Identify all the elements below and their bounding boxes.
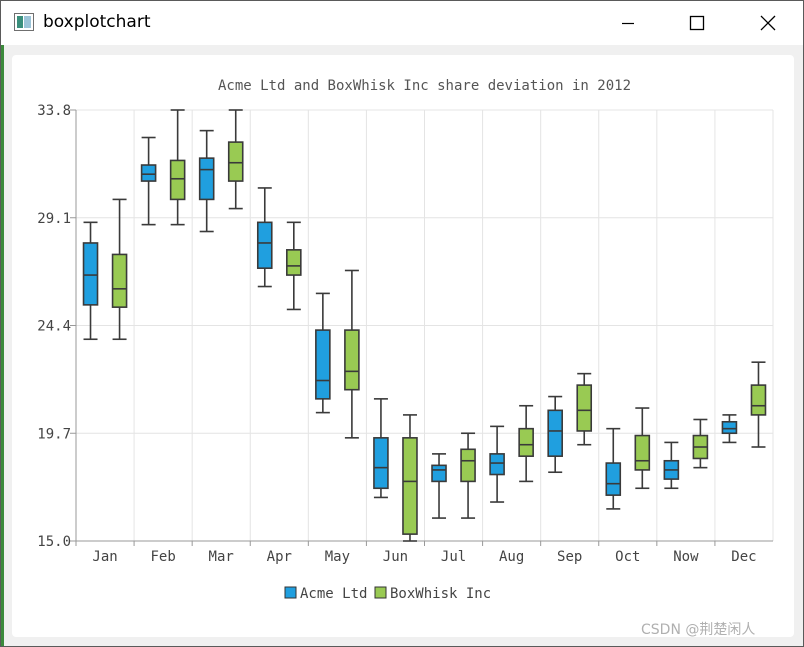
box-iqr (634, 434, 651, 471)
y-tick-label: 33.8 (37, 103, 71, 119)
box-iqr (721, 420, 738, 435)
box-iqr (169, 159, 186, 201)
window-title: boxplotchart (43, 12, 151, 32)
chart-app-icon (14, 13, 34, 31)
y-tick-label: 19.7 (37, 426, 71, 442)
box-iqr (605, 462, 622, 496)
legend-swatch (374, 586, 387, 599)
legend-label: BoxWhisk Inc (390, 586, 491, 602)
maximize-button[interactable] (674, 1, 720, 45)
y-tick-label: 24.4 (37, 319, 71, 335)
close-button[interactable] (745, 1, 791, 45)
x-tick-label: Oct (615, 549, 640, 565)
x-tick-label: Feb (150, 549, 175, 565)
box-iqr (431, 464, 447, 483)
box-iqr (373, 437, 389, 490)
box-iqr (286, 249, 302, 276)
x-tick-label: Jun (383, 549, 408, 565)
box-iqr (82, 242, 99, 306)
box-iqr (489, 453, 505, 476)
box-iqr (256, 221, 273, 269)
minimize-icon (622, 22, 634, 25)
box-iqr (344, 329, 360, 391)
y-tick-label: 15.0 (37, 534, 71, 550)
box-iqr (227, 141, 244, 182)
x-tick-label: Apr (267, 549, 292, 565)
x-tick-label: May (325, 549, 350, 565)
box-iqr (315, 329, 331, 400)
x-tick-label: Aug (499, 549, 524, 565)
legend-label: Acme Ltd (300, 586, 367, 602)
box-iqr (402, 437, 418, 535)
x-tick-label: Jul (441, 549, 466, 565)
box-iqr (518, 427, 534, 457)
box-iqr (750, 384, 767, 416)
x-tick-label: Now (673, 549, 699, 565)
x-tick-label: Sep (557, 549, 582, 565)
x-tick-label: Mar (209, 549, 234, 565)
title-bar[interactable]: boxplotchart (1, 1, 803, 45)
y-tick-label: 29.1 (37, 211, 71, 227)
box-iqr (111, 253, 128, 308)
maximize-icon (689, 15, 705, 31)
x-tick-label: Dec (731, 549, 756, 565)
chart-view (12, 55, 794, 637)
minimize-button[interactable] (605, 1, 651, 45)
chart-title: Acme Ltd and BoxWhisk Inc share deviatio… (218, 78, 631, 94)
box-iqr (547, 409, 563, 457)
x-tick-label: Jan (92, 549, 117, 565)
legend-swatch (284, 586, 297, 599)
watermark: CSDN @荆楚闲人 (641, 622, 756, 638)
close-icon (760, 15, 776, 31)
box-iqr (576, 384, 593, 432)
box-iqr (140, 164, 157, 182)
desktop-edge (1, 45, 4, 646)
box-iqr (198, 157, 215, 201)
box-iqr (460, 448, 476, 483)
